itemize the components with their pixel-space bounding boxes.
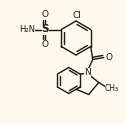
Text: O: O (42, 40, 49, 49)
Text: H₂N: H₂N (19, 25, 35, 34)
Text: O: O (42, 10, 49, 19)
Text: N: N (84, 68, 91, 77)
Text: S: S (42, 25, 49, 34)
Text: CH₃: CH₃ (105, 84, 119, 93)
Text: Cl: Cl (73, 11, 81, 19)
Text: O: O (105, 53, 112, 62)
